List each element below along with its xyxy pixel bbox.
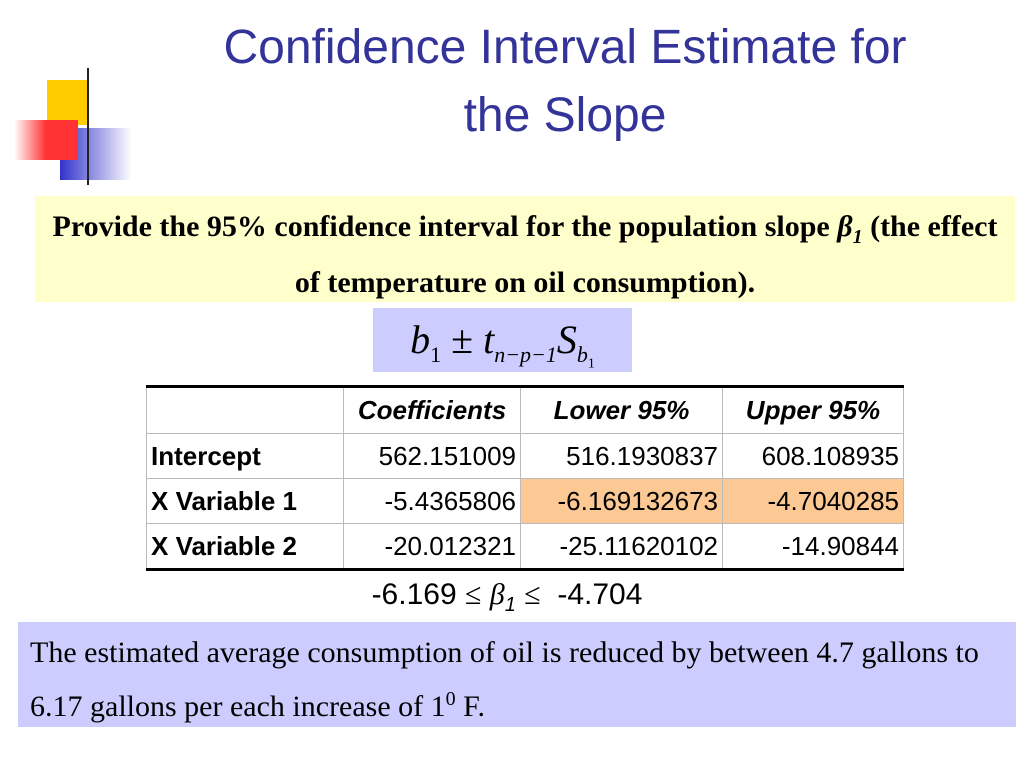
header-cell: Coefficients (343, 385, 521, 434)
highlighted-cell: -4.7040285 (722, 478, 904, 524)
conclusion-text: The estimated average consumption of oil… (30, 636, 979, 723)
formula-part: S (556, 317, 577, 362)
cell: -14.90844 (722, 523, 904, 571)
ineq-part: ≤ (524, 578, 541, 611)
row: Intercept 562.151009 516.1930837 608.108935 (146, 433, 904, 479)
formula-part: t (483, 317, 495, 362)
formula-part: b (576, 342, 588, 367)
subscript: 1 (852, 226, 863, 248)
cell: 516.1930837 (520, 433, 723, 479)
ineq-part: ≤ (464, 578, 482, 611)
formula-part: n−p−1 (494, 342, 557, 367)
ineq-part: 1 (504, 594, 516, 616)
cell: -5.4365806 (343, 478, 521, 524)
formula-part: ± (451, 317, 474, 362)
row-label: X Variable 2 (146, 523, 344, 571)
header-row: Coefficients Lower 95% Upper 95% (146, 385, 904, 434)
formula-part: 1 (430, 342, 442, 367)
cell: 562.151009 (343, 433, 521, 479)
title-line: the Slope (463, 89, 667, 142)
decoration (14, 68, 940, 185)
header-cell: Upper 95% (722, 385, 904, 434)
prompt-text: (the effect of temperature on oil consum… (294, 210, 998, 299)
conclusion-text: F. (455, 690, 485, 723)
formula: b1 ± tn−p−1Sb1 (373, 308, 632, 372)
corner-cell (146, 385, 344, 434)
yellow-square (47, 80, 89, 125)
cell: -20.012321 (343, 523, 521, 571)
ineq-part: β (489, 578, 505, 611)
formula-part: b (410, 317, 431, 362)
row-label: X Variable 1 (146, 478, 344, 524)
conclusion-box: The estimated average consumption of oil… (18, 622, 1016, 727)
coefficients-table: Coefficients Lower 95% Upper 95% Intercept… (146, 385, 904, 571)
row: X Variable 2 -20.012321 -25.11620102 -14.90… (146, 523, 904, 571)
ineq-part: -6.169 (371, 578, 457, 611)
header-cell: Lower 95% (520, 385, 723, 434)
superscript: 0 (445, 688, 456, 710)
cell: -25.11620102 (520, 523, 723, 571)
title: Confidence Interval Estimate for the Slop… (140, 14, 990, 150)
highlighted-cell: -6.169132673 (520, 478, 723, 524)
inequality: -6.169 ≤ β1 ≤ -4.704 (0, 578, 1014, 617)
prompt-box: Provide the 95% confidence interval for … (35, 196, 1015, 302)
row: X Variable 1 -5.4365806 -6.169132673 -4.704… (146, 478, 904, 524)
prompt-text: Provide the 95% confidence interval for … (52, 210, 838, 243)
symbol: β (837, 210, 853, 243)
red-square (14, 120, 78, 160)
cell: 608.108935 (722, 433, 904, 479)
row-label: Intercept (146, 433, 344, 479)
formula-part: 1 (587, 356, 595, 372)
ineq-part: -4.704 (557, 578, 643, 611)
title-line: Confidence Interval Estimate for (223, 21, 907, 74)
